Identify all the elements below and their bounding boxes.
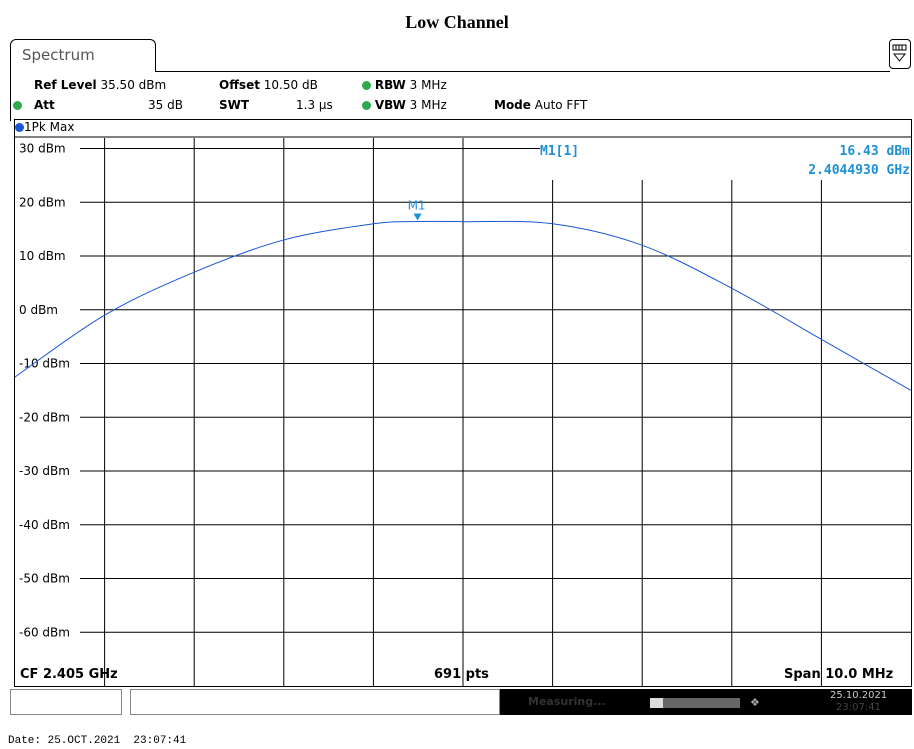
mode-param: Mode Auto FFT	[494, 98, 587, 112]
y-tick-label: 0 dBm	[19, 303, 58, 317]
center-frequency: CF 2.405 GHz	[20, 667, 118, 682]
y-tick-label: -40 dBm	[19, 518, 70, 532]
marker-m1-icon	[413, 213, 422, 221]
y-tick-label: -30 dBm	[19, 464, 70, 478]
marker-readout-level: 16.43 dBm	[839, 144, 910, 159]
status-date: 25.10.2021	[830, 690, 888, 701]
marker-readout-label: M1[1]	[540, 144, 580, 159]
swt-key: SWT	[219, 98, 250, 112]
tab-spectrum[interactable]	[10, 39, 156, 72]
swt-value: 1.3 µs	[296, 98, 333, 112]
offset-value: 10.50 dB	[263, 78, 318, 92]
y-tick-label: -10 dBm	[19, 357, 70, 371]
span: Span 10.0 MHz	[784, 667, 894, 682]
y-tick-label: 30 dBm	[19, 142, 66, 156]
att-coupled-icon	[13, 101, 22, 110]
swt-param-key: SWT	[219, 98, 249, 112]
status-bar: Measuring... ❖ 25.10.2021 23:07:41	[10, 689, 912, 715]
vbw-key: VBW	[374, 98, 406, 112]
marker-readout-freq: 2.4044930 GHz	[808, 163, 910, 178]
status-time: 23:07:41	[836, 702, 881, 713]
att-value: 35 dB	[148, 98, 183, 112]
tab-spectrum-label: Spectrum	[22, 46, 95, 64]
rbw-key: RBW	[374, 78, 406, 92]
swt-param-value: 1.3 µs	[296, 98, 333, 112]
att-param-key: Att	[34, 98, 55, 112]
offset-key: Offset	[219, 78, 260, 92]
status-field-2[interactable]	[130, 689, 500, 715]
ref-level-value: 35.50 dBm	[100, 78, 167, 92]
status-measuring: Measuring...	[528, 695, 606, 708]
y-tick-label: -50 dBm	[19, 572, 70, 586]
y-tick-label: -60 dBm	[19, 625, 70, 639]
rbw-coupled-icon	[362, 81, 371, 90]
menu-icon-glyph	[892, 44, 907, 62]
bottom-info-bar: CF 2.405 GHz 691 pts Span 10.0 MHz	[16, 665, 912, 685]
sweep-points: 691 pts	[434, 667, 489, 682]
page-title: Low Channel	[405, 12, 509, 32]
vbw-value: 3 MHz	[409, 98, 447, 112]
mode-value: Auto FFT	[534, 98, 588, 112]
y-tick-label: 20 dBm	[19, 195, 66, 209]
vbw-coupled-icon	[362, 101, 371, 110]
trace-label-text: 1Pk Max	[24, 120, 75, 134]
trace-line	[14, 220, 912, 391]
ref-level-param: Ref Level 35.50 dBm	[34, 78, 166, 92]
vbw-param: VBW 3 MHz	[362, 98, 447, 112]
rbw-param: RBW 3 MHz	[362, 78, 447, 92]
mode-key: Mode	[494, 98, 531, 112]
tab-divider	[156, 71, 890, 72]
footer-date: Date: 25.OCT.2021 23:07:41	[8, 735, 187, 747]
progress-fill	[650, 698, 663, 708]
trace-indicator-icon	[15, 123, 24, 132]
progress-bar	[650, 698, 740, 708]
status-dark-panel: Measuring... ❖ 25.10.2021 23:07:41	[500, 689, 912, 715]
rbw-value: 3 MHz	[409, 78, 447, 92]
att-param-value: 35 dB	[148, 98, 183, 112]
att-key: Att	[34, 98, 55, 112]
y-axis-labels: 30 dBm 20 dBm 10 dBm 0 dBm -10 dBm -20 dBm -30…	[19, 142, 70, 640]
status-field-1[interactable]	[10, 689, 122, 715]
trace-label: 1Pk Max	[15, 120, 74, 134]
lxi-icon: ❖	[750, 696, 760, 709]
att-coupled-icon-wrap	[13, 98, 22, 112]
marker-m1-label: M1	[408, 198, 426, 212]
menu-icon[interactable]	[889, 39, 911, 69]
y-tick-label: -20 dBm	[19, 410, 70, 424]
panel-left-border	[10, 71, 11, 121]
grid	[80, 138, 911, 686]
ref-level-key: Ref Level	[34, 78, 97, 92]
offset-param: Offset 10.50 dB	[219, 78, 318, 92]
y-tick-label: 10 dBm	[19, 249, 66, 263]
